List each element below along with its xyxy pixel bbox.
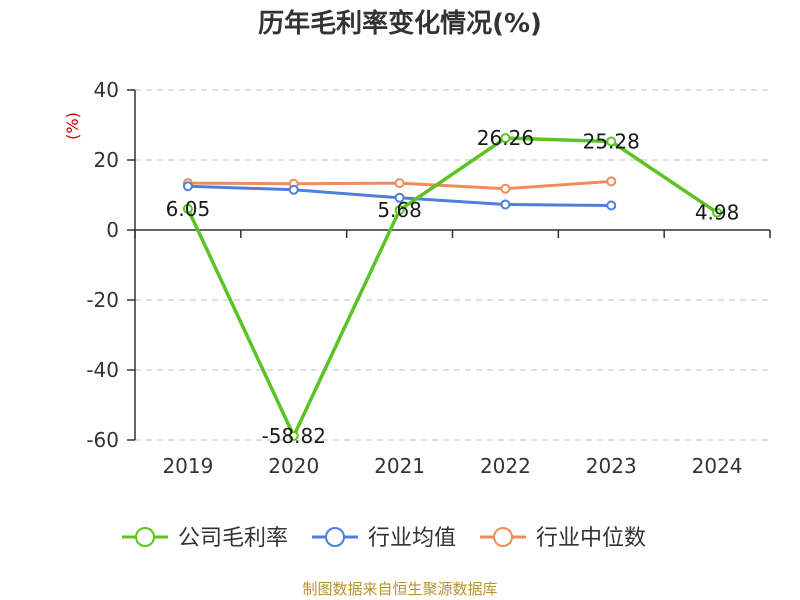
data-point <box>606 200 617 211</box>
data-label: 26.26 <box>477 126 534 150</box>
x-tick-label: 2019 <box>162 454 213 478</box>
axes: 40 20 0 -20 -40 -60 2019 2020 2021 2022 2023 2024 (%… <box>63 78 771 478</box>
x-tick-label: 2022 <box>480 454 531 478</box>
data-point <box>500 199 511 210</box>
legend-marker <box>135 527 155 547</box>
legend-marker <box>493 527 514 547</box>
y-axis-unit-label: (%) <box>63 112 82 140</box>
data-source-note: 制图数据来自恒生聚源数据库 <box>302 580 498 598</box>
data-label: 25.28 <box>583 130 640 154</box>
data-labels: 6.05 -58.82 5.68 26.26 25.28 4.98 <box>166 126 740 448</box>
data-point <box>394 192 405 203</box>
data-point <box>606 176 617 187</box>
legend-marker <box>325 527 346 547</box>
legend-label: 公司毛利率 <box>178 526 288 551</box>
y-tick-label: 20 <box>94 148 119 172</box>
legend: 公司毛利率 行业均值 行业中位数 <box>122 526 646 551</box>
data-point <box>182 203 193 214</box>
data-point <box>500 133 511 144</box>
y-tick-label: -40 <box>86 358 119 382</box>
data-point <box>288 430 299 441</box>
series-line <box>186 136 719 438</box>
grid-lines <box>135 89 770 441</box>
y-tick-label: -60 <box>86 428 119 452</box>
y-tick-label: 0 <box>106 218 119 242</box>
chart-title: 历年毛利率变化情况(%) <box>258 9 542 39</box>
data-point <box>500 183 511 194</box>
x-tick-label: 2020 <box>268 454 319 478</box>
data-point <box>394 205 405 216</box>
data-point <box>182 181 193 192</box>
x-tick-label: 2024 <box>692 454 743 478</box>
data-label: 5.68 <box>377 198 422 222</box>
y-tick-label: 40 <box>94 78 119 102</box>
legend-item: 行业均值 <box>312 526 456 551</box>
data-label: -58.82 <box>262 424 326 448</box>
data-point <box>288 184 299 195</box>
series-lines <box>182 133 723 441</box>
y-tick-label: -20 <box>86 288 119 312</box>
data-point <box>606 136 617 147</box>
data-point <box>712 207 723 218</box>
data-point <box>394 178 405 189</box>
legend-item: 公司毛利率 <box>122 526 288 551</box>
data-label: 4.98 <box>695 201 740 225</box>
legend-label: 行业均值 <box>368 526 456 551</box>
data-label: 6.05 <box>166 197 211 221</box>
x-tick-label: 2021 <box>374 454 425 478</box>
legend-item: 行业中位数 <box>480 526 646 551</box>
x-tick-label: 2023 <box>586 454 637 478</box>
legend-label: 行业中位数 <box>536 526 646 551</box>
